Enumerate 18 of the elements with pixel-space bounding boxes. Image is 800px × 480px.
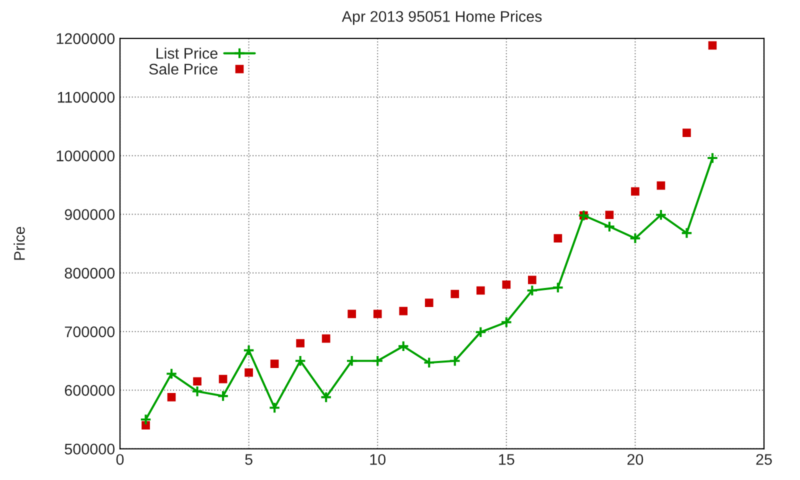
y-tick-label: 1200000 xyxy=(56,33,115,44)
chart-title: Apr 2013 95051 Home Prices xyxy=(342,10,542,25)
x-tick-label: 20 xyxy=(627,454,644,465)
y-tick-label: 700000 xyxy=(64,326,115,338)
x-tick-label: 0 xyxy=(116,454,124,465)
x-tick-label: 25 xyxy=(756,454,772,465)
legend-label: List Price xyxy=(156,48,218,59)
y-tick-label: 800000 xyxy=(64,268,115,279)
y-tick-label: 600000 xyxy=(64,385,115,396)
y-tick-label: 500000 xyxy=(64,444,115,454)
y-axis-title: Price xyxy=(14,226,25,260)
y-tick-label: 1000000 xyxy=(56,150,115,162)
x-tick-label: 10 xyxy=(370,454,386,465)
x-tick-label: 5 xyxy=(245,454,252,465)
y-tick-label: 900000 xyxy=(64,209,115,220)
legend-label: Sale Price xyxy=(149,63,218,75)
y-tick-label: 1100000 xyxy=(58,92,115,103)
x-tick-label: 15 xyxy=(499,454,514,465)
